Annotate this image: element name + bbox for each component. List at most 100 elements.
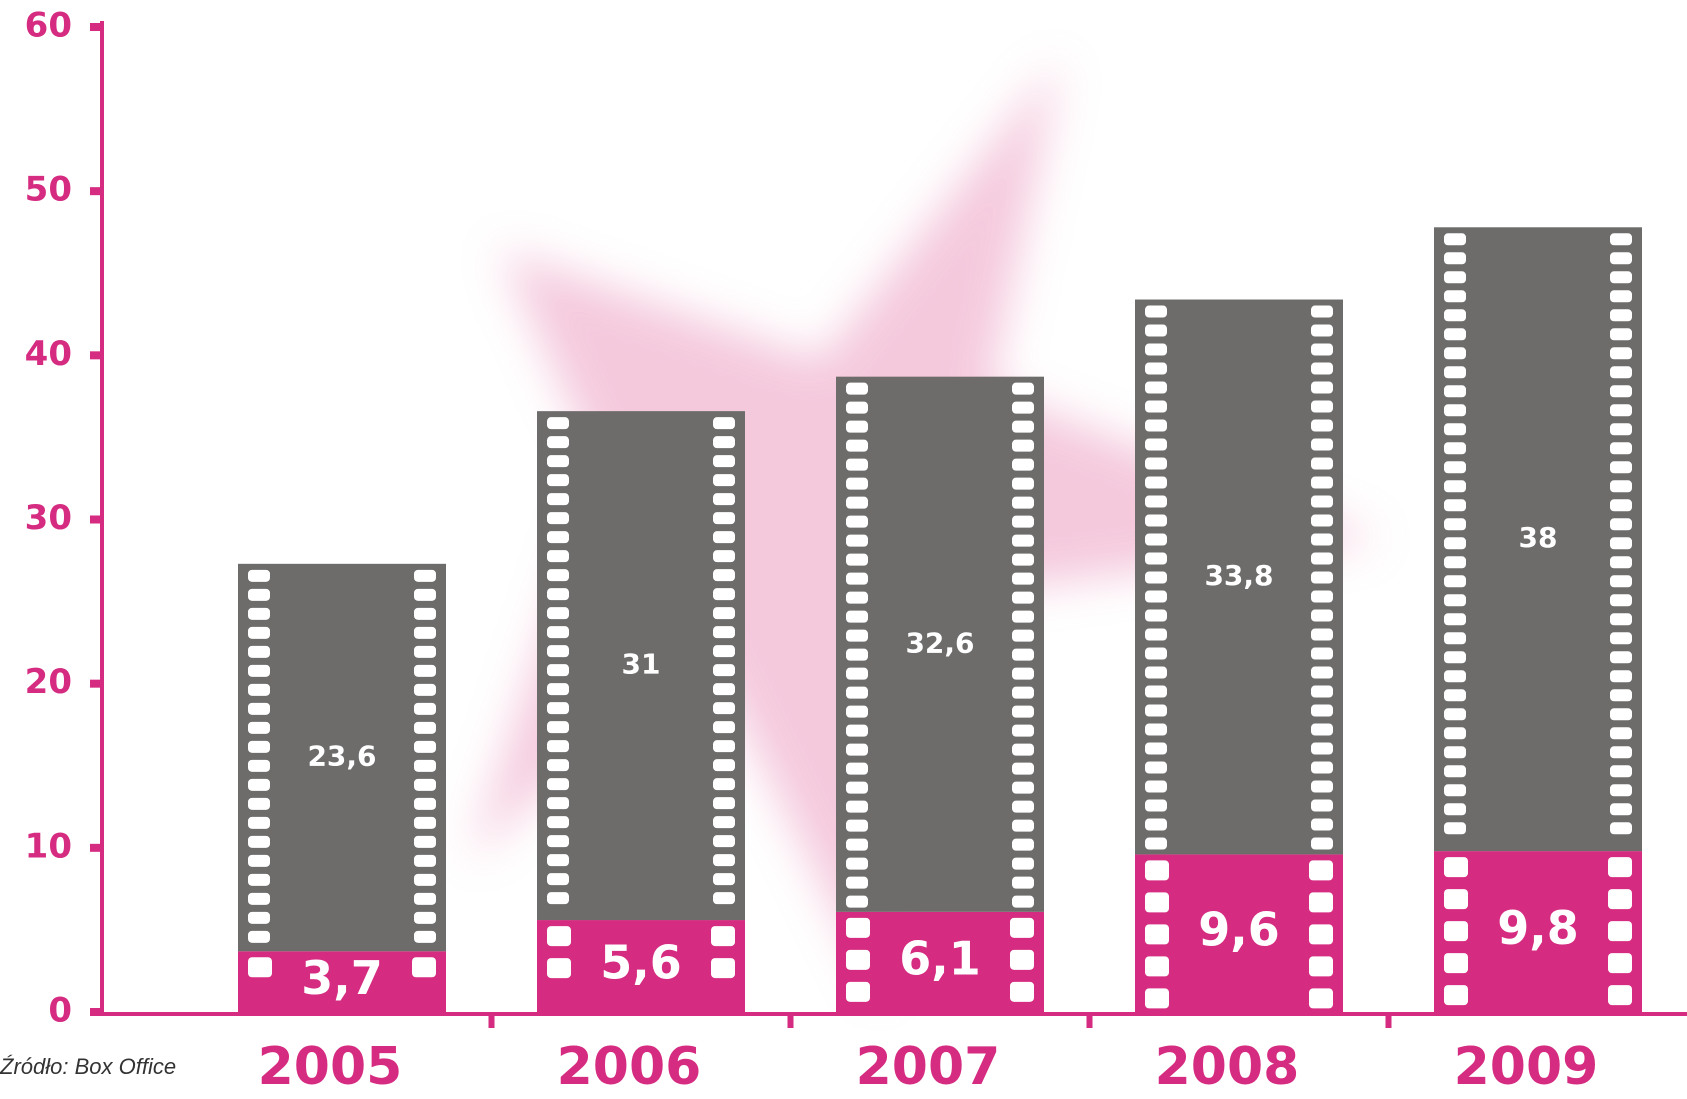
sprocket-hole	[1444, 556, 1466, 569]
sprocket-hole	[846, 857, 868, 870]
sprocket-hole	[1145, 343, 1167, 356]
sprocket-hole	[846, 496, 868, 509]
sprocket-hole	[1610, 594, 1632, 607]
value-label: 32,6	[905, 626, 974, 659]
sprocket-hole	[1444, 857, 1468, 878]
sprocket-hole	[1444, 347, 1466, 360]
sprocket-hole	[1444, 689, 1466, 702]
sprocket-hole	[1444, 985, 1468, 1006]
sprocket-hole	[1311, 514, 1333, 527]
sprocket-hole	[846, 686, 868, 699]
sprocket-hole	[713, 759, 735, 772]
sprocket-hole	[1145, 723, 1167, 736]
y-tick-label: 30	[25, 498, 72, 538]
sprocket-hole	[1311, 609, 1333, 622]
sprocket-hole	[547, 778, 569, 791]
sprocket-hole	[1309, 924, 1333, 945]
sprocket-hole	[846, 420, 868, 433]
sprocket-hole	[1444, 423, 1466, 436]
sprocket-hole	[846, 876, 868, 889]
sprocket-hole	[1010, 949, 1034, 970]
sprocket-hole	[1444, 953, 1468, 974]
sprocket-hole	[1012, 629, 1034, 642]
sprocket-hole	[1444, 746, 1466, 759]
sprocket-hole	[1610, 670, 1632, 683]
sprocket-hole	[1610, 575, 1632, 588]
sprocket-hole	[547, 493, 569, 506]
sprocket-hole	[547, 926, 571, 947]
sprocket-hole	[1145, 924, 1169, 945]
sprocket-hole	[1444, 727, 1466, 740]
sprocket-hole	[713, 455, 735, 468]
sprocket-hole	[1145, 438, 1167, 451]
sprocket-hole	[414, 569, 436, 582]
y-tick-label: 0	[48, 991, 72, 1031]
x-tick-label: 2008	[1155, 1037, 1300, 1097]
sprocket-hole	[248, 835, 270, 848]
sprocket-hole	[1012, 667, 1034, 680]
sprocket-hole	[713, 664, 735, 677]
sprocket-hole	[1444, 613, 1466, 626]
sprocket-hole	[1012, 705, 1034, 718]
sprocket-hole	[547, 816, 569, 829]
sprocket-hole	[1444, 385, 1466, 398]
sprocket-hole	[1311, 305, 1333, 318]
sprocket-hole	[412, 957, 436, 978]
sprocket-hole	[414, 835, 436, 848]
sprocket-hole	[1610, 271, 1632, 284]
sprocket-hole	[1309, 956, 1333, 977]
sprocket-hole	[1145, 362, 1167, 375]
sprocket-hole	[713, 493, 735, 506]
sprocket-hole	[713, 645, 735, 658]
sprocket-hole	[414, 930, 436, 943]
sprocket-hole	[1608, 921, 1632, 942]
sprocket-hole	[1444, 290, 1466, 303]
sprocket-hole	[846, 838, 868, 851]
sprocket-hole	[1444, 252, 1466, 265]
sprocket-hole	[1608, 985, 1632, 1006]
sprocket-hole	[1444, 803, 1466, 816]
sprocket-hole	[713, 626, 735, 639]
sprocket-hole	[1145, 685, 1167, 698]
sprocket-hole	[1610, 537, 1632, 550]
bar-segment	[1434, 851, 1642, 1012]
sprocket-hole	[1610, 632, 1632, 645]
sprocket-hole	[547, 854, 569, 867]
sprocket-hole	[713, 854, 735, 867]
sprocket-hole	[846, 629, 868, 642]
sprocket-hole	[1012, 876, 1034, 889]
sprocket-hole	[1444, 442, 1466, 455]
sprocket-hole	[1610, 556, 1632, 569]
sprocket-hole	[846, 610, 868, 623]
sprocket-hole	[547, 873, 569, 886]
sprocket-hole	[547, 958, 571, 979]
sprocket-hole	[248, 816, 270, 829]
sprocket-hole	[248, 702, 270, 715]
sprocket-hole	[248, 740, 270, 753]
sprocket-hole	[1444, 366, 1466, 379]
sprocket-hole	[1311, 419, 1333, 432]
value-label: 9,8	[1497, 901, 1579, 955]
sprocket-hole	[1012, 382, 1034, 395]
sprocket-hole	[1311, 723, 1333, 736]
sprocket-hole	[547, 664, 569, 677]
sprocket-hole	[846, 800, 868, 813]
sprocket-hole	[547, 455, 569, 468]
sprocket-hole	[1610, 385, 1632, 398]
y-tick-label: 50	[25, 170, 72, 210]
sprocket-hole	[1311, 552, 1333, 565]
sprocket-hole	[414, 854, 436, 867]
sprocket-hole	[713, 569, 735, 582]
sprocket-hole	[1145, 571, 1167, 584]
sprocket-hole	[1145, 818, 1167, 831]
sprocket-hole	[1610, 499, 1632, 512]
sprocket-hole	[1145, 419, 1167, 432]
bar-segment	[238, 563, 446, 952]
sprocket-hole	[547, 835, 569, 848]
sprocket-hole	[1311, 628, 1333, 641]
sprocket-hole	[1444, 575, 1466, 588]
sprocket-hole	[414, 911, 436, 924]
sprocket-hole	[1311, 780, 1333, 793]
sprocket-hole	[1444, 784, 1466, 797]
sprocket-hole	[547, 892, 569, 905]
